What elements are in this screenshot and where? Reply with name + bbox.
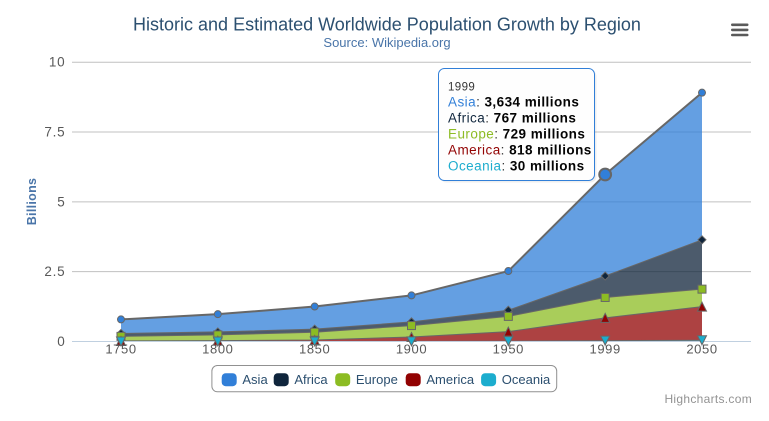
svg-text:5: 5 bbox=[57, 194, 65, 209]
svg-text:America: 818 millions: America: 818 millions bbox=[448, 143, 592, 158]
svg-text:1900: 1900 bbox=[396, 342, 427, 357]
svg-text:1850: 1850 bbox=[299, 342, 330, 357]
svg-text:Asia: 3,634 millions: Asia: 3,634 millions bbox=[448, 95, 579, 110]
svg-text:1999: 1999 bbox=[590, 342, 621, 357]
svg-text:1750: 1750 bbox=[105, 342, 136, 357]
svg-text:10: 10 bbox=[49, 55, 66, 70]
svg-text:Africa: 767 millions: Africa: 767 millions bbox=[448, 111, 576, 126]
svg-text:Europe: 729 millions: Europe: 729 millions bbox=[448, 127, 585, 142]
svg-text:Europe: Europe bbox=[356, 372, 398, 387]
svg-text:Source: Wikipedia.org: Source: Wikipedia.org bbox=[323, 35, 450, 50]
svg-text:Billions: Billions bbox=[25, 178, 39, 226]
svg-text:2050: 2050 bbox=[686, 342, 717, 357]
svg-text:1800: 1800 bbox=[202, 342, 233, 357]
svg-text:Highcharts.com: Highcharts.com bbox=[664, 392, 752, 406]
svg-text:Oceania: 30 millions: Oceania: 30 millions bbox=[448, 159, 585, 174]
svg-text:1950: 1950 bbox=[493, 342, 524, 357]
svg-text:Historic and Estimated Worldwi: Historic and Estimated Worldwide Populat… bbox=[133, 15, 641, 35]
svg-text:7.5: 7.5 bbox=[44, 125, 65, 140]
svg-text:Oceania: Oceania bbox=[502, 372, 551, 387]
svg-text:Asia: Asia bbox=[242, 372, 268, 387]
svg-text:2.5: 2.5 bbox=[44, 264, 65, 279]
svg-text:America: America bbox=[426, 372, 474, 387]
svg-text:Africa: Africa bbox=[294, 372, 328, 387]
svg-text:1999: 1999 bbox=[448, 82, 475, 94]
svg-text:0: 0 bbox=[57, 334, 65, 349]
